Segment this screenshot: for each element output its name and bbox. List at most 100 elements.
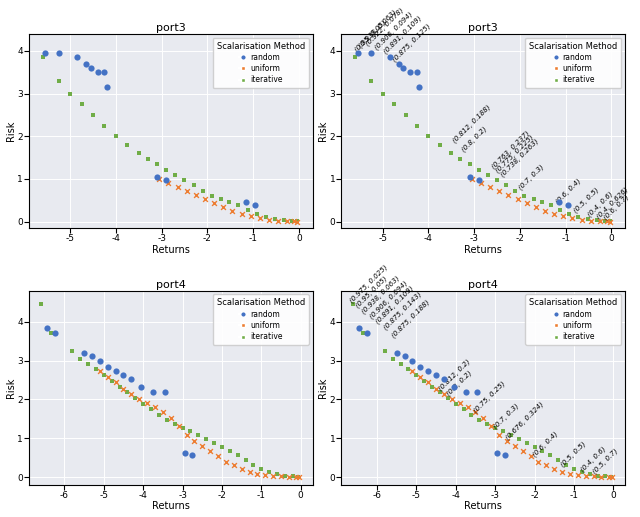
- Point: [270, 215, 280, 223]
- Point: [95, 367, 105, 375]
- Point: [470, 408, 481, 416]
- Point: [522, 439, 532, 447]
- Point: [163, 179, 173, 187]
- Text: (0.95, 0.05): (0.95, 0.05): [353, 19, 387, 53]
- Legend: random, uniform, iterative: random, uniform, iterative: [213, 38, 308, 88]
- Point: [519, 192, 529, 200]
- Point: [234, 201, 244, 209]
- Point: [237, 209, 247, 218]
- Point: [173, 183, 183, 191]
- Point: [91, 365, 101, 373]
- Point: [478, 414, 488, 422]
- Point: [465, 160, 475, 168]
- Point: [284, 473, 294, 481]
- Point: [227, 206, 237, 215]
- Point: [412, 68, 422, 77]
- Point: [577, 216, 587, 224]
- Text: (0.738, 0.263): (0.738, 0.263): [499, 138, 540, 178]
- Point: [412, 121, 422, 130]
- Point: [604, 217, 614, 225]
- Point: [431, 384, 441, 392]
- Text: (0.4, 0.6): (0.4, 0.6): [586, 190, 614, 218]
- Point: [287, 217, 298, 225]
- Point: [554, 199, 564, 207]
- Point: [405, 68, 415, 77]
- Legend: random, uniform, iterative: random, uniform, iterative: [213, 295, 308, 345]
- Point: [49, 328, 60, 337]
- Point: [134, 148, 144, 157]
- Text: (0.7, 0.3): (0.7, 0.3): [493, 403, 520, 431]
- Point: [122, 141, 132, 149]
- Point: [600, 217, 610, 225]
- Point: [177, 424, 188, 432]
- Text: (0.5, 0.7): (0.5, 0.7): [591, 448, 618, 475]
- Point: [241, 199, 252, 207]
- Point: [398, 64, 408, 72]
- Point: [500, 450, 510, 459]
- Point: [502, 437, 512, 446]
- Point: [465, 173, 475, 181]
- Point: [399, 352, 410, 360]
- Point: [467, 175, 477, 183]
- Text: (0.875, 0.125): (0.875, 0.125): [392, 23, 432, 63]
- Point: [522, 199, 532, 207]
- Point: [115, 383, 125, 391]
- Point: [366, 77, 376, 85]
- Text: (0.4, 0.626): (0.4, 0.626): [595, 186, 629, 220]
- Point: [111, 378, 121, 386]
- Point: [460, 388, 470, 397]
- Point: [423, 132, 433, 141]
- Point: [407, 357, 417, 366]
- Point: [525, 452, 536, 460]
- Point: [518, 447, 528, 455]
- Point: [540, 206, 550, 215]
- Point: [558, 212, 568, 220]
- Point: [503, 191, 513, 200]
- Point: [573, 212, 584, 221]
- Point: [529, 443, 540, 451]
- Point: [482, 420, 492, 429]
- Point: [224, 198, 234, 206]
- Point: [173, 422, 184, 430]
- Point: [435, 388, 445, 397]
- Point: [209, 199, 220, 207]
- Point: [380, 347, 390, 355]
- Point: [161, 176, 172, 185]
- Point: [486, 422, 496, 430]
- Point: [401, 111, 411, 119]
- Point: [584, 470, 595, 478]
- Point: [449, 383, 459, 391]
- Point: [200, 195, 210, 204]
- Text: (0.763, 0.237): (0.763, 0.237): [490, 129, 531, 170]
- Title: port4: port4: [468, 280, 498, 290]
- X-axis label: Returns: Returns: [465, 501, 502, 511]
- Text: (0.891, 0.109): (0.891, 0.109): [383, 15, 423, 55]
- Point: [45, 328, 56, 337]
- Point: [358, 328, 368, 337]
- Point: [118, 371, 129, 379]
- Point: [182, 187, 192, 195]
- Point: [81, 59, 92, 68]
- Text: (0.891, 0.109): (0.891, 0.109): [374, 284, 415, 325]
- Point: [414, 83, 424, 92]
- Text: (0.6, 0.7): (0.6, 0.7): [602, 193, 630, 221]
- Point: [600, 473, 611, 481]
- Point: [586, 217, 596, 225]
- Point: [102, 373, 113, 381]
- Text: (0.5, 0.5): (0.5, 0.5): [559, 440, 587, 468]
- Point: [83, 359, 93, 368]
- Point: [580, 472, 591, 480]
- Point: [244, 467, 255, 476]
- Point: [553, 456, 563, 464]
- Point: [394, 59, 404, 68]
- Point: [492, 176, 502, 184]
- Point: [282, 217, 292, 225]
- Point: [403, 365, 413, 373]
- Point: [595, 217, 605, 225]
- Point: [260, 212, 271, 221]
- Point: [170, 420, 180, 429]
- Point: [392, 348, 402, 357]
- Point: [362, 328, 372, 337]
- Point: [218, 203, 228, 211]
- Point: [472, 388, 483, 397]
